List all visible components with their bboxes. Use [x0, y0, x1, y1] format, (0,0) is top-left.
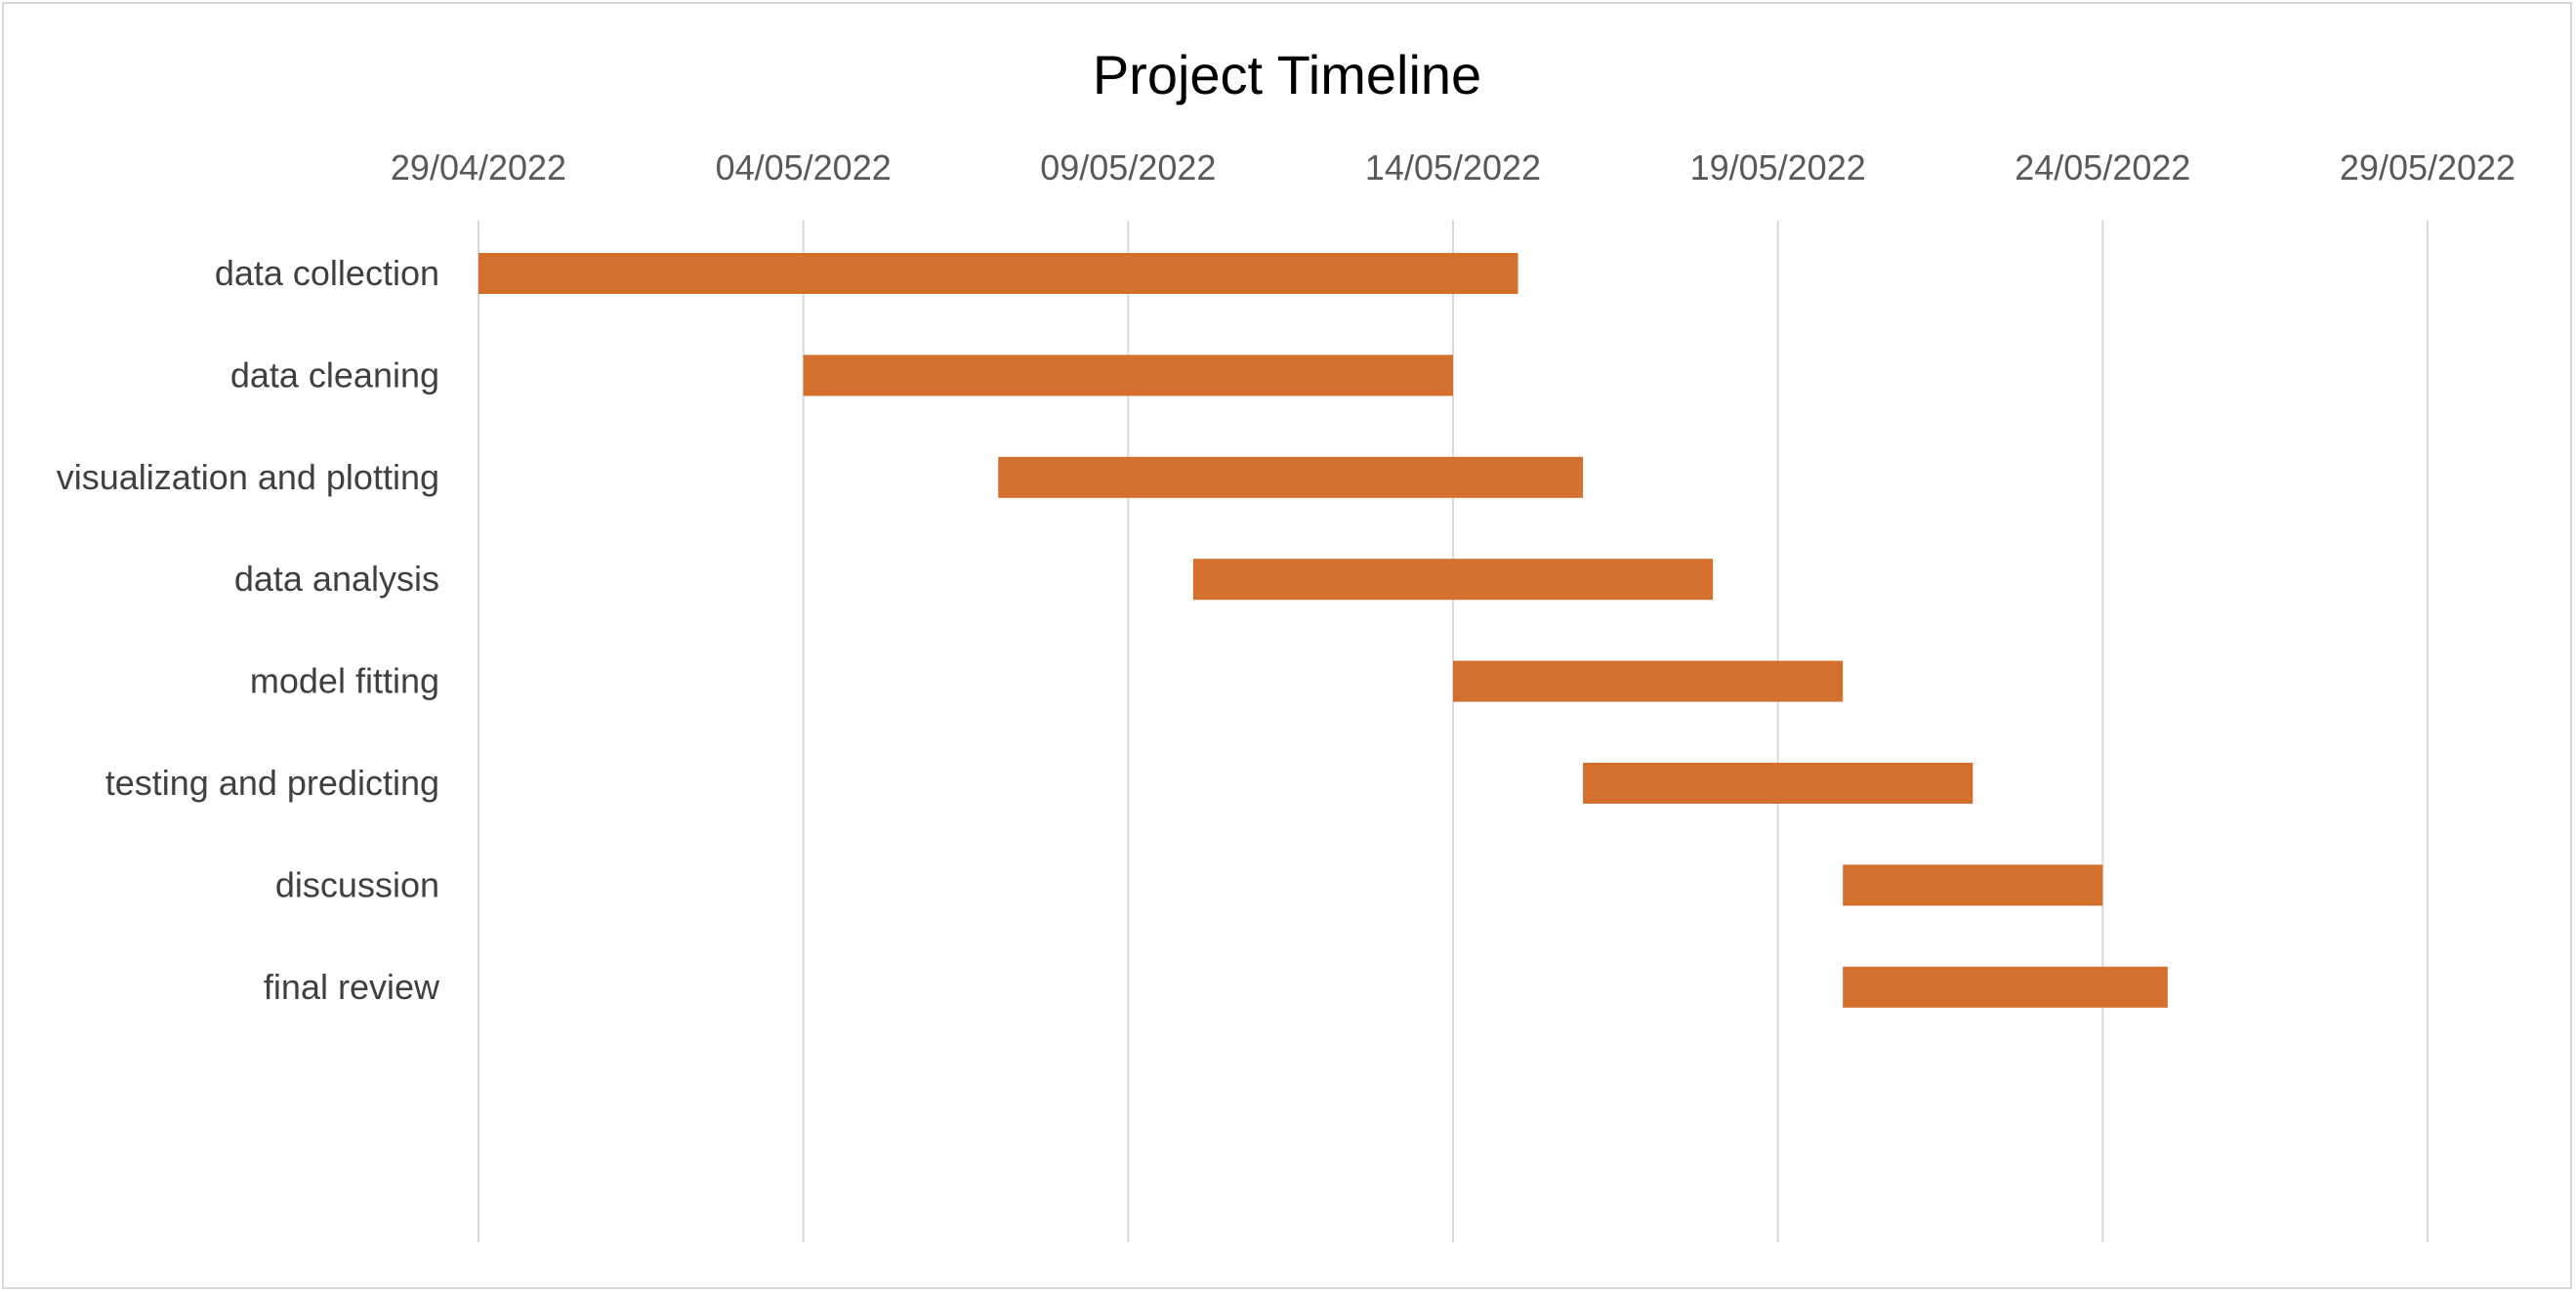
task-bar: [1453, 660, 1844, 702]
y-axis-categories: data collection data cleaning visualizatio…: [57, 253, 440, 1007]
category-label: model fitting: [250, 661, 439, 701]
x-tick-label: 19/05/2022: [1690, 147, 1866, 188]
x-tick-label: 09/05/2022: [1040, 147, 1216, 188]
chart-title: Project Timeline: [1093, 44, 1481, 105]
x-tick-label: 29/05/2022: [2340, 147, 2515, 188]
category-label: data collection: [215, 253, 439, 293]
task-bar: [1843, 966, 2168, 1008]
task-bar: [803, 355, 1453, 396]
x-tick-label: 04/05/2022: [716, 147, 892, 188]
task-bar: [1843, 864, 2103, 906]
category-label: visualization and plotting: [57, 457, 439, 497]
task-bars: [478, 253, 2168, 1008]
category-label: testing and predicting: [105, 763, 439, 803]
x-tick-label: 24/05/2022: [2015, 147, 2190, 188]
x-axis-ticks: 29/04/2022 04/05/2022 09/05/2022 14/05/2022…: [391, 147, 2515, 188]
task-bar: [1192, 559, 1714, 601]
x-tick-label: 14/05/2022: [1365, 147, 1541, 188]
task-bar: [1583, 763, 1974, 804]
task-bar: [478, 253, 1518, 294]
category-label: data cleaning: [230, 355, 439, 395]
category-label: final review: [264, 967, 440, 1007]
x-tick-label: 29/04/2022: [391, 147, 566, 188]
category-label: discussion: [275, 864, 439, 904]
category-label: data analysis: [234, 559, 439, 599]
task-bar: [998, 456, 1584, 498]
